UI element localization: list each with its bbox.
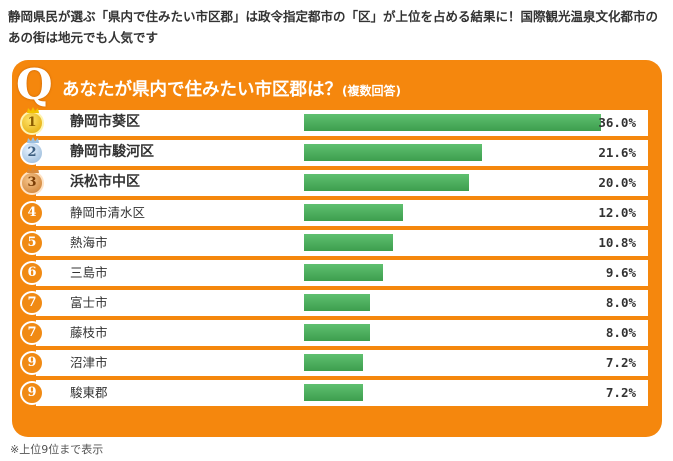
ranking-row: 4 静岡市清水区 12.0% (20, 200, 648, 226)
rank-medal-bronze: 3 (20, 167, 44, 195)
ranking-row: 7 藤枝市 8.0% (20, 320, 648, 346)
ranking-row: 9 駿東郡 7.2% (20, 380, 648, 406)
value-label: 12.0% (598, 205, 636, 220)
ranking-row: 6 三島市 9.6% (20, 260, 648, 286)
value-label: 10.8% (598, 235, 636, 250)
value-label: 7.2% (605, 355, 636, 370)
row-label: 駿東郡 (70, 385, 108, 400)
value-bar (304, 234, 394, 251)
value-bar (304, 354, 364, 371)
ranking-row: 7 富士市 8.0% (20, 290, 648, 316)
row-label: 熱海市 (70, 235, 108, 250)
survey-panel: Q あなたが県内で住みたい市区郡は？(複数回答) 1 静岡市葵区 36.0% 2 静岡市… (12, 60, 662, 437)
row-label: 富士市 (70, 295, 108, 310)
value-label: 8.0% (605, 325, 636, 340)
rank-medal-gold: 1 (20, 107, 44, 135)
row-label: 藤枝市 (70, 325, 108, 340)
rank-badge: 6 (20, 261, 44, 285)
value-label: 36.0% (598, 115, 636, 130)
crown-icon (27, 137, 39, 143)
rank-badge: 7 (20, 321, 44, 345)
row-label: 静岡市駿河区 (70, 144, 154, 160)
value-bar (304, 144, 483, 161)
row-label: 沼津市 (70, 355, 108, 370)
crown-icon (27, 167, 39, 173)
question-title: あなたが県内で住みたい市区郡は？(複数回答) (62, 76, 401, 101)
rank-medal-silver: 2 (20, 137, 44, 165)
row-label: 静岡市清水区 (70, 205, 146, 220)
value-label: 8.0% (605, 295, 636, 310)
ranking-row: 2 静岡市駿河区 21.6% (20, 137, 648, 166)
ranking-row: 9 沼津市 7.2% (20, 350, 648, 376)
value-bar (304, 294, 370, 311)
value-bar (304, 174, 469, 191)
ranking-row: 5 熱海市 10.8% (20, 230, 648, 256)
footnote: ※上位9位まで表示 (10, 443, 104, 456)
row-label: 静岡市葵区 (70, 114, 140, 130)
rank-badge: 9 (20, 381, 44, 405)
row-label: 三島市 (70, 265, 108, 280)
rank-badge: 5 (20, 231, 44, 255)
value-bar (304, 324, 370, 341)
value-label: 9.6% (605, 265, 636, 280)
question-note: (複数回答) (342, 84, 401, 98)
rank-badge: 7 (20, 291, 44, 315)
rank-badge: 9 (20, 351, 44, 375)
value-bar (304, 204, 403, 221)
ranking-row: 1 静岡市葵区 36.0% (20, 107, 648, 136)
headline: 静岡県民が選ぶ「県内で住みたい市区郡」は政令指定都市の「区」が上位を占める結果に… (8, 9, 659, 45)
crown-icon (27, 107, 39, 113)
value-bar (304, 384, 364, 401)
rank-badge: 4 (20, 201, 44, 225)
question-text: あなたが県内で住みたい市区郡は？ (62, 80, 342, 100)
question-badge: Q (16, 60, 53, 109)
value-label: 7.2% (605, 385, 636, 400)
value-label: 20.0% (598, 175, 636, 190)
value-label: 21.6% (598, 145, 636, 160)
ranking-row: 3 浜松市中区 20.0% (20, 167, 648, 196)
row-label: 浜松市中区 (70, 174, 140, 190)
value-bar (304, 114, 601, 131)
value-bar (304, 264, 384, 281)
